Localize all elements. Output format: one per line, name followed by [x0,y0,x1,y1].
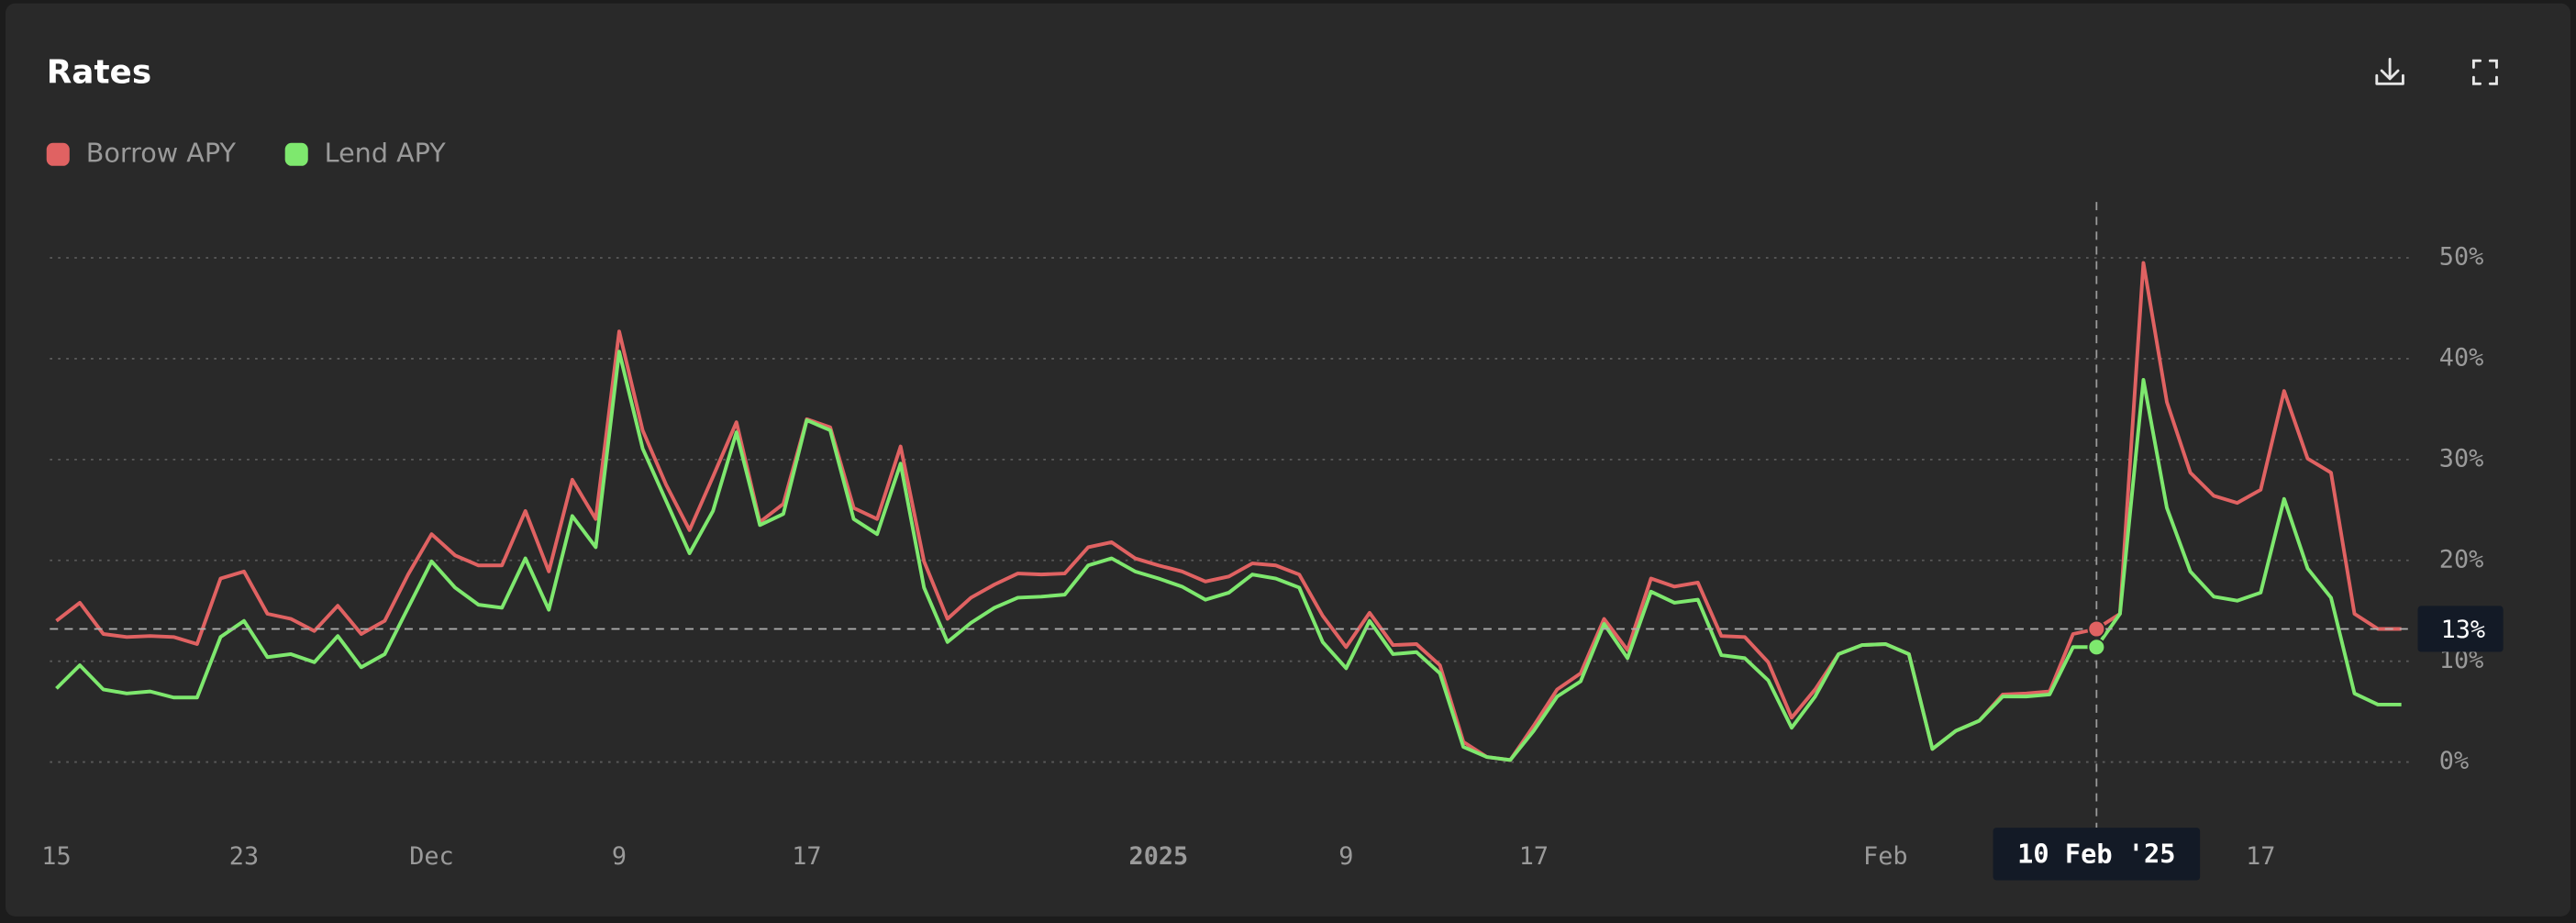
y-tick-label: 0% [2439,747,2469,775]
fullscreen-icon [2471,59,2498,85]
x-tick-label: 2025 [1129,842,1189,871]
x-tick-label: 9 [1338,842,1353,871]
legend-label[interactable]: Lend APY [325,137,447,168]
y-crosshair-label-box [2417,606,2504,652]
fullscreen-hit-area[interactable] [2462,50,2508,95]
x-tick-label: 17 [2246,842,2275,871]
legend-swatch[interactable] [46,142,70,166]
x-tick-label: 17 [792,842,821,871]
y-tick-label: 30% [2439,444,2483,473]
x-crosshair-label: 10 Feb '25 [2017,839,2175,870]
y-crosshair-label: 13% [2441,616,2485,644]
crosshair: 13% 10 Feb '25 [50,202,2504,881]
grid: 0%10%20%30%40%50%15 23 Dec 9 17 2025 9 17 Feb 17 [41,243,2483,871]
x-tick-label: 23 [229,842,259,871]
plot [55,261,2402,762]
hover-point [2087,638,2106,657]
y-tick-label: 50% [2439,243,2483,272]
legend-swatch[interactable] [284,142,308,166]
x-tick-label: 17 [1519,842,1549,871]
x-tick-label: 15 [41,842,71,871]
download-button[interactable] [2367,50,2413,95]
legend-label[interactable]: Borrow APY [86,137,237,168]
legend: Borrow APY Lend APY [46,137,447,168]
series-line [55,350,2402,762]
fullscreen-button[interactable] [2462,50,2508,95]
x-tick-label: Feb [1863,842,1907,871]
y-tick-label: 20% [2439,545,2483,573]
card-background [5,3,2571,917]
hover-point [2087,619,2106,639]
download-icon [2375,58,2404,85]
y-tick-label: 40% [2439,343,2483,372]
x-crosshair-label-box [1993,828,2201,881]
series-line [55,261,2402,762]
x-tick-label: 9 [612,842,627,871]
chart-title: Rates [47,54,151,92]
x-tick-label: Dec [409,842,453,871]
